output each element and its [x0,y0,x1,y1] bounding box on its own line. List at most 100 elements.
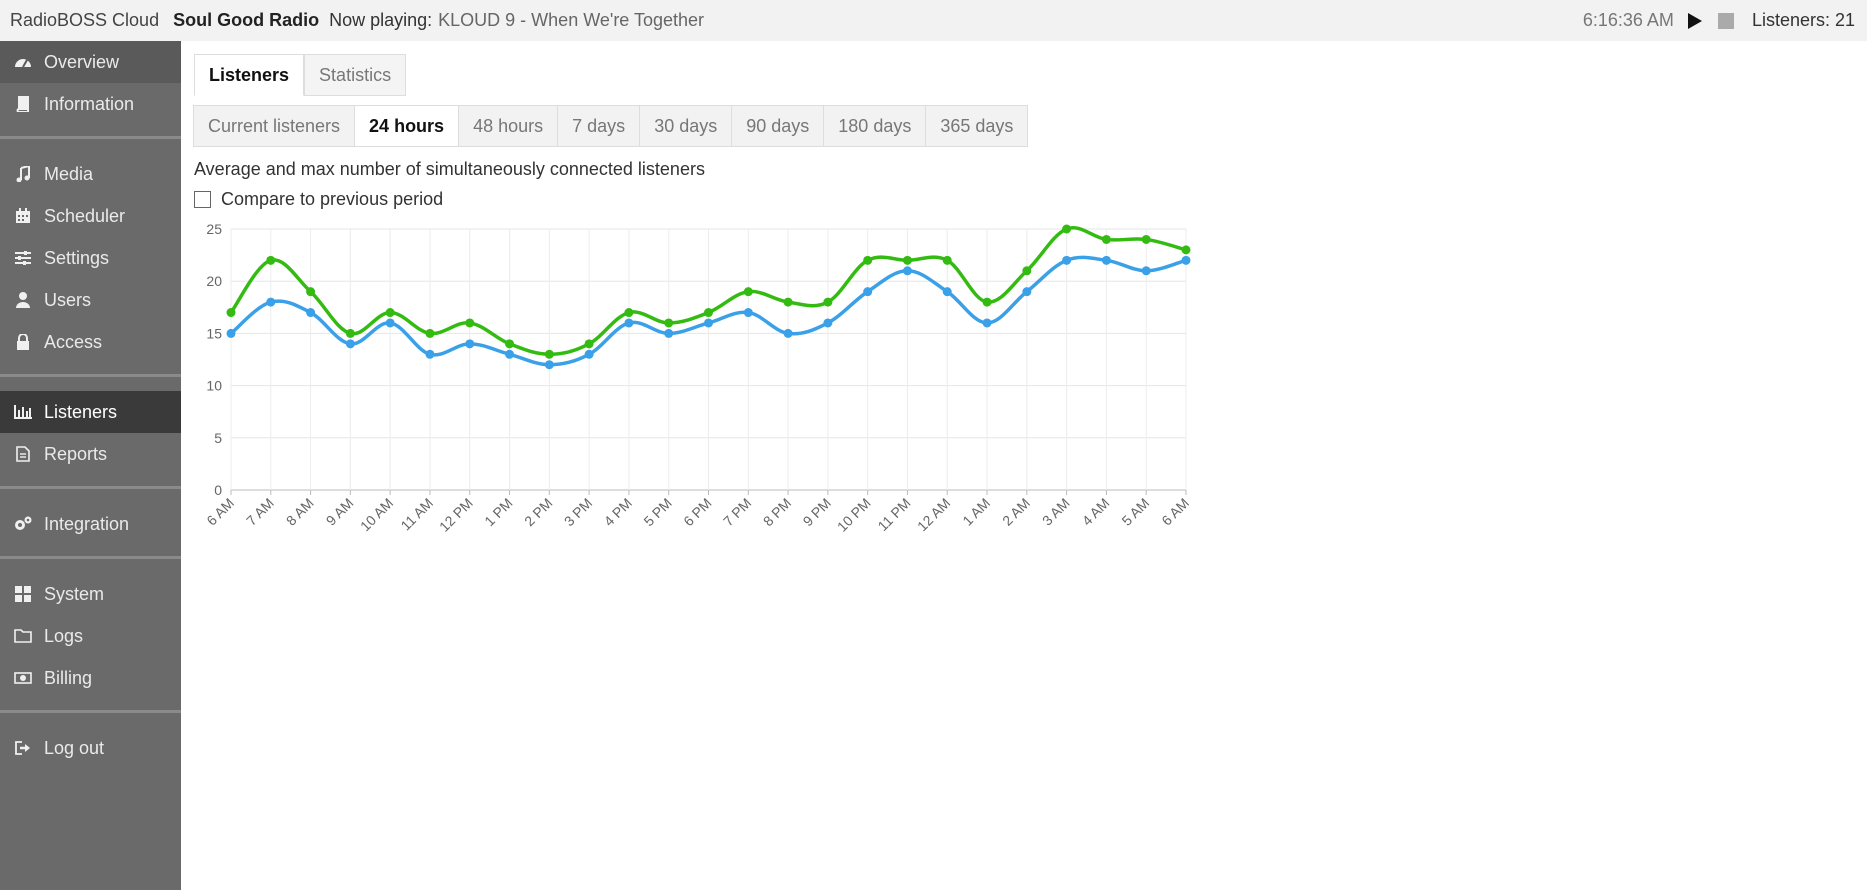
user-icon [12,291,34,309]
compare-label: Compare to previous period [221,189,444,209]
x-tick-label: 4 AM [1079,495,1113,529]
sidebar-item-scheduler[interactable]: Scheduler [0,195,181,237]
data-point-avg [743,308,753,318]
data-point-max [624,308,634,318]
tab-listeners[interactable]: Listeners [194,54,305,96]
x-tick-label: 12 AM [914,495,953,534]
sidebar-item-label: Scheduler [44,205,126,226]
compare-option[interactable]: Compare to previous period [194,189,443,210]
play-icon[interactable] [1687,12,1702,29]
data-point-max [385,308,395,318]
sidebar-item-billing[interactable]: Billing [0,657,181,699]
sidebar: Overview Information Media Scheduler Set… [0,41,181,890]
x-tick-label: 9 PM [800,495,834,529]
x-tick-label: 9 AM [323,495,357,529]
x-tick-label: 8 AM [283,495,317,529]
sidebar-item-information[interactable]: Information [0,83,181,125]
sidebar-item-users[interactable]: Users [0,279,181,321]
x-tick-label: 3 PM [561,495,595,529]
sidebar-divider [0,486,181,489]
grid-icon [12,585,34,603]
period-7-days[interactable]: 7 days [557,105,641,147]
tab-statistics[interactable]: Statistics [304,54,407,96]
period-24-hours[interactable]: 24 hours [354,105,460,147]
x-tick-label: 10 AM [357,495,396,534]
sidebar-item-label: Information [44,93,135,114]
x-tick-label: 11 AM [397,495,436,534]
sidebar-item-logs[interactable]: Logs [0,615,181,657]
gauge-icon [12,53,34,71]
data-point-avg [902,266,912,276]
data-point-avg [385,318,395,328]
document-icon [12,445,34,463]
folder-icon [12,627,34,645]
data-point-avg [544,360,554,370]
x-tick-label: 3 AM [1039,495,1073,529]
sidebar-item-label: System [44,583,105,604]
sidebar-item-media[interactable]: Media [0,153,181,195]
data-point-avg [823,318,833,328]
sidebar-item-settings[interactable]: Settings [0,237,181,279]
sidebar-item-label: Media [44,163,94,184]
y-tick-label: 5 [214,430,222,446]
compare-checkbox[interactable] [194,191,211,208]
station-name: Soul Good Radio [173,10,320,30]
main-content: Listeners Statistics Current listeners 2… [181,41,1867,890]
now-playing-track: KLOUD 9 - When We're Together [438,10,705,30]
stop-icon[interactable] [1717,12,1734,29]
x-tick-label: 1 PM [481,495,515,529]
gears-icon [12,515,34,533]
data-point-avg [863,287,873,297]
sidebar-item-access[interactable]: Access [0,321,181,363]
period-30-days[interactable]: 30 days [639,105,733,147]
x-tick-label: 2 AM [999,495,1033,529]
sidebar-item-listeners[interactable]: Listeners [0,391,181,433]
period-selector: Current listeners 24 hours 48 hours 7 da… [193,105,1029,147]
sign-out-icon [12,739,34,757]
period-180-days[interactable]: 180 days [823,105,927,147]
x-tick-label: 10 PM [834,495,874,535]
clock: 6:16:36 AM [1582,10,1674,30]
x-tick-label: 2 PM [521,495,555,529]
sidebar-item-logout[interactable]: Log out [0,727,181,769]
period-48-hours[interactable]: 48 hours [458,105,559,147]
period-365-days[interactable]: 365 days [925,105,1029,147]
x-tick-label: 1 AM [959,495,993,529]
data-point-max [1022,266,1032,276]
data-point-avg [982,318,992,328]
sliders-icon [12,249,34,267]
sidebar-item-label: Reports [44,443,108,464]
sidebar-item-label: Settings [44,247,110,268]
data-point-avg [345,339,355,349]
x-tick-label: 8 PM [760,495,794,529]
sidebar-divider [0,710,181,713]
data-point-max [942,255,952,265]
data-point-avg [1101,255,1111,265]
data-point-avg [1181,255,1191,265]
sidebar-item-reports[interactable]: Reports [0,433,181,475]
sidebar-item-system[interactable]: System [0,573,181,615]
data-point-max [743,287,753,297]
x-tick-label: 12 PM [436,495,476,535]
data-point-max [544,349,554,359]
period-90-days[interactable]: 90 days [731,105,825,147]
sidebar-divider [0,136,181,139]
data-point-max [505,339,515,349]
x-tick-label: 6 AM [1158,495,1192,529]
x-tick-label: 4 PM [601,495,635,529]
data-point-max [345,328,355,338]
sidebar-divider [0,556,181,559]
y-tick-label: 20 [206,273,222,289]
sidebar-item-overview[interactable]: Overview [0,41,181,83]
sidebar-divider [0,374,181,377]
data-point-max [465,318,475,328]
data-point-avg [1022,287,1032,297]
period-current-listeners[interactable]: Current listeners [193,105,356,147]
x-tick-label: 6 PM [680,495,714,529]
data-point-avg [465,339,475,349]
sidebar-item-label: Log out [44,737,105,758]
sidebar-item-integration[interactable]: Integration [0,503,181,545]
x-tick-label: 6 AM [203,495,237,529]
chart-description: Average and max number of simultaneously… [194,159,705,179]
